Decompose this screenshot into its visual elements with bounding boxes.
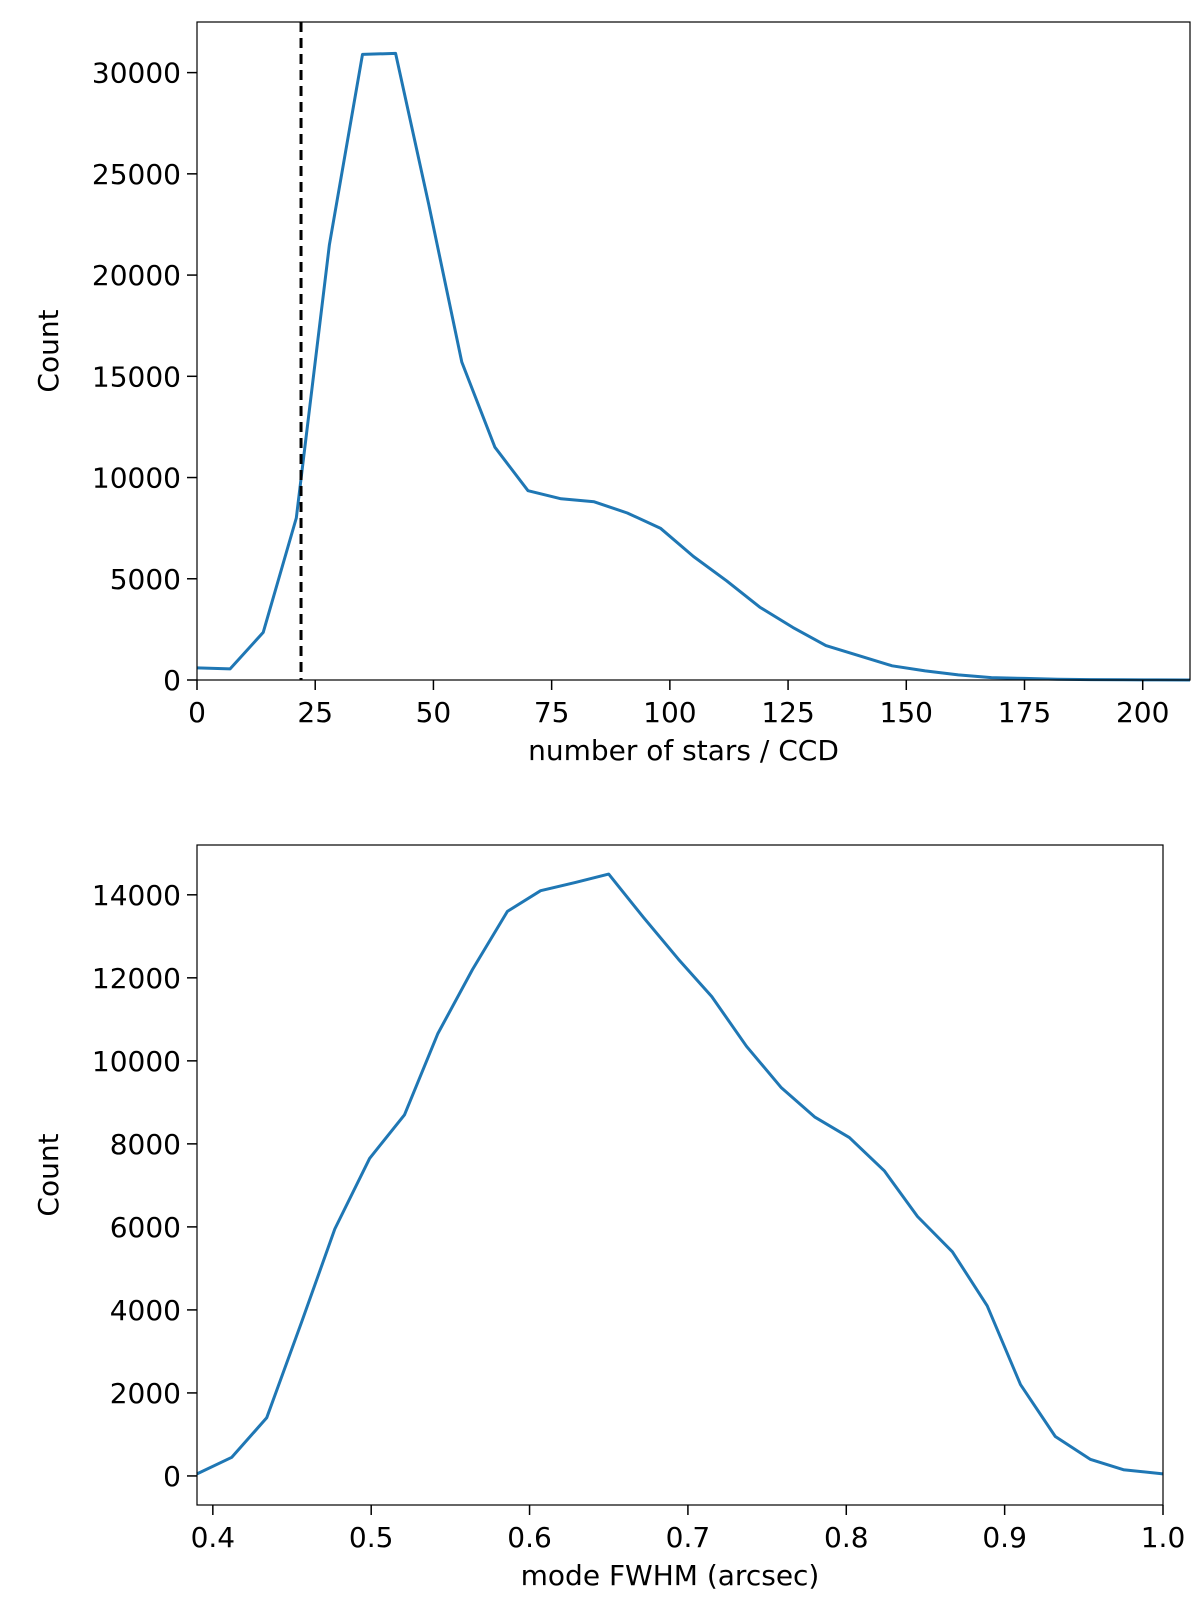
top-x-tick-label: 175	[998, 696, 1051, 729]
top-x-axis-label: number of stars / CCD	[528, 734, 839, 767]
top-x-tick-label: 150	[880, 696, 933, 729]
top-x-tick-label: 125	[761, 696, 814, 729]
bottom-x-tick-label: 0.6	[507, 1521, 552, 1554]
bottom-y-tick-label: 14000	[92, 879, 181, 912]
bottom-y-tick-label: 8000	[110, 1128, 181, 1161]
bottom-x-tick-label: 1.0	[1141, 1521, 1186, 1554]
top-y-tick-label: 5000	[110, 563, 181, 596]
top-series-line-0	[196, 51, 1191, 682]
bottom-y-tick-label: 6000	[110, 1211, 181, 1244]
top-y-axis-label: Count	[32, 309, 65, 392]
top-x-tick-label: 75	[534, 696, 570, 729]
top-y-tick-label: 25000	[92, 158, 181, 191]
top-y-tick-label: 0	[163, 664, 181, 697]
top-y-tick-label: 30000	[92, 57, 181, 90]
bottom-y-tick-label: 12000	[92, 962, 181, 995]
bottom-x-axis-label: mode FWHM (arcsec)	[521, 1559, 820, 1592]
bottom-x-tick-label: 0.8	[824, 1521, 869, 1554]
top-y-tick-label: 10000	[92, 462, 181, 495]
bottom-x-tick-label: 0.7	[666, 1521, 711, 1554]
bottom-x-tick-label: 0.5	[349, 1521, 394, 1554]
top-y-tick-label: 20000	[92, 259, 181, 292]
top-x-tick-label: 200	[1116, 696, 1169, 729]
bottom-series-line-0	[196, 872, 1164, 1476]
top-plot-frame	[196, 21, 1191, 681]
top-x-tick-label: 50	[416, 696, 452, 729]
top-x-tick-label: 25	[297, 696, 333, 729]
top-chart-panel: 0 25 50 75 100 125 150 175 200 0 5000 10000 15000 200…	[32, 21, 1191, 767]
bottom-x-tick-label: 0.4	[191, 1521, 236, 1554]
bottom-y-axis-label: Count	[32, 1133, 65, 1216]
top-x-tick-label: 0	[188, 696, 206, 729]
bottom-y-tick-label: 4000	[110, 1294, 181, 1327]
bottom-y-tick-label: 0	[163, 1460, 181, 1493]
bottom-plot-frame	[196, 844, 1164, 1506]
top-x-tick-label: 100	[643, 696, 696, 729]
bottom-chart-panel: 0.4 0.5 0.6 0.7 0.8 0.9 1.0 0 2000 4000 6000 8000 10…	[32, 844, 1186, 1592]
bottom-y-tick-label: 10000	[92, 1045, 181, 1078]
top-y-tick-label: 15000	[92, 360, 181, 393]
bottom-x-tick-label: 0.9	[982, 1521, 1027, 1554]
bottom-y-tick-label: 2000	[110, 1377, 181, 1410]
